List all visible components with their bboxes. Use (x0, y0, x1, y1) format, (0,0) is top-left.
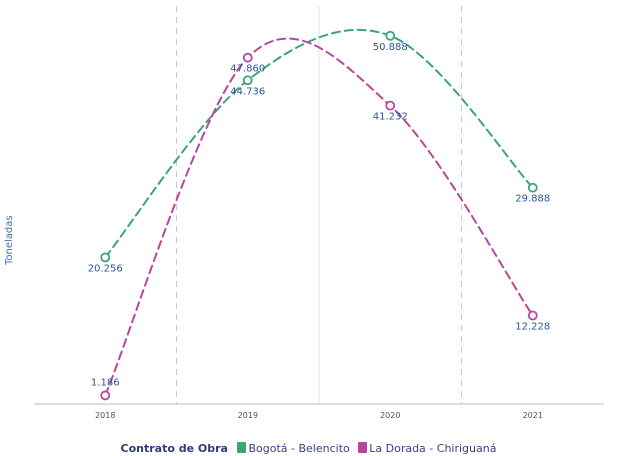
point-0-2018 (100, 252, 111, 263)
series-line-1 (104, 37, 534, 397)
legend-swatch-la-dorada[interactable] (358, 442, 368, 453)
point-0-2019 (242, 75, 253, 86)
data-label-1-2019: 47.860 (230, 64, 265, 75)
series-line-0 (104, 28, 534, 259)
data-label-0-2018: 20.256 (88, 263, 123, 274)
point-0-2021 (527, 182, 538, 193)
point-0-2020 (385, 30, 396, 41)
legend-swatch-bogota[interactable] (237, 442, 247, 453)
data-label-0-2019: 44.736 (230, 86, 265, 97)
legend-title: Contrato de Obra (120, 442, 228, 455)
data-label-0-2020: 50.888 (373, 42, 408, 53)
x-tick-2018: 2018 (95, 411, 115, 420)
legend-label-bogota[interactable]: Bogotá - Belencito (248, 442, 350, 455)
data-label-1-2020: 41.232 (373, 112, 408, 123)
legend-label-la-dorada[interactable]: La Dorada - Chiriguaná (369, 442, 497, 455)
point-1-2019 (242, 52, 253, 63)
data-label-1-2021: 12.228 (515, 322, 550, 333)
legend: Contrato de Obra Bogotá - Belencito La D… (0, 442, 620, 455)
data-label-1-2018: 1.186 (91, 377, 120, 388)
point-1-2020 (385, 100, 396, 111)
x-tick-2020: 2020 (380, 411, 400, 420)
x-tick-2019: 2019 (238, 411, 258, 420)
point-1-2021 (527, 310, 538, 321)
y-axis-label: Toneladas (4, 215, 15, 265)
point-1-2018 (100, 390, 111, 401)
data-label-0-2021: 29.888 (515, 194, 550, 205)
x-tick-2021: 2021 (523, 411, 543, 420)
